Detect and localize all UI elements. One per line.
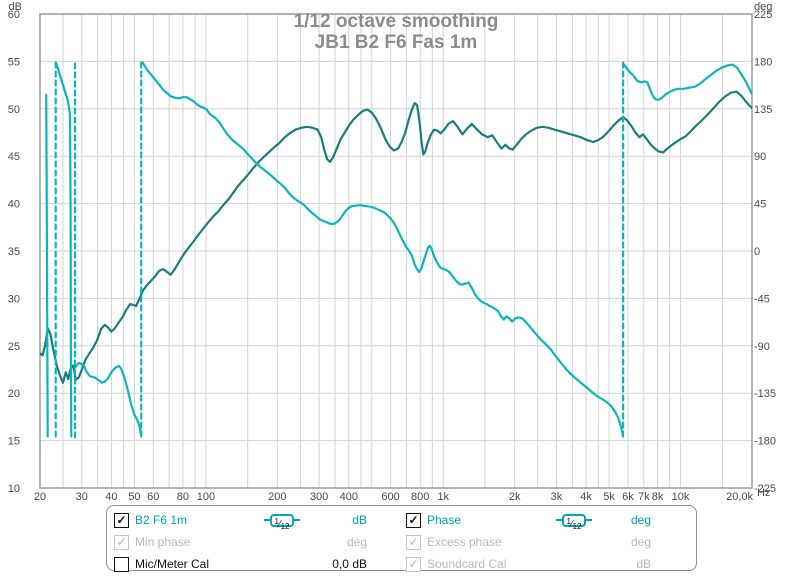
freq-axis-tick-label: 600 [381, 491, 399, 503]
freq-axis-tick-label: 2k [509, 491, 521, 503]
trace-unit-value: deg [630, 535, 651, 549]
right-axis-tick-label: 45 [754, 199, 766, 211]
spl-curve [40, 90, 752, 384]
freq-axis-tick-label: 10k [672, 491, 690, 503]
freq-axis-tick-label: 50 [128, 491, 140, 503]
trace-unit-value: deg [346, 535, 367, 549]
legend-row-min-phase: ✓ Min phase deg [114, 533, 367, 553]
freq-axis-tick-label: 800 [411, 491, 429, 503]
phase-checkbox[interactable]: ✓ [406, 513, 421, 528]
right-axis-unit: deg [754, 1, 772, 13]
curve-layer [40, 61, 752, 440]
trace-label: Excess phase [427, 535, 502, 549]
right-axis-tick-label: 225 [754, 9, 772, 21]
trace-unit-value: dB [352, 513, 367, 527]
left-axis-tick-label: 25 [8, 341, 20, 353]
legend-row-b2-f6-1m: ✓ B2 F6 1m 1⁄12 dB [114, 511, 367, 531]
plot-border [39, 13, 753, 489]
freq-axis-tick-label: 400 [340, 491, 358, 503]
legend-row-excess-phase: ✓ Excess phase deg [406, 533, 651, 553]
freq-axis-tick-label: 3k [551, 491, 563, 503]
mic-meter-cal-checkbox[interactable] [114, 557, 129, 572]
badge-dash [264, 519, 271, 521]
bottom-axis-unit: Hz [757, 487, 770, 499]
left-axis-tick-label: 50 [8, 104, 20, 116]
trace-label: Mic/Meter Cal [135, 557, 210, 571]
axis-layer: 60 55 50 45 40 35 30 25 20 15 10 225 180 135 90 45 0 -45 -… [8, 9, 776, 503]
freq-axis-tick-label: 20,0k [726, 491, 753, 503]
trace-controls-panel: ✓ B2 F6 1m 1⁄12 dB ✓ Phase 1⁄12 deg ✓ Min phase de… [106, 505, 697, 572]
left-axis-tick-label: 15 [8, 436, 20, 448]
left-axis-tick-label: 45 [8, 151, 20, 163]
soundcard-cal-checkbox[interactable]: ✓ [406, 557, 421, 572]
freq-axis-tick-label: 200 [268, 491, 286, 503]
freq-axis-tick-label: 300 [310, 491, 328, 503]
freq-axis-tick-label: 60 [147, 491, 159, 503]
trace-unit-value: dB [636, 557, 651, 571]
badge-dash [293, 519, 300, 521]
freq-axis-tick-label: 5k [603, 491, 615, 503]
trace-unit-value: deg [630, 513, 651, 527]
min-phase-checkbox[interactable]: ✓ [114, 535, 129, 550]
phase-curve [45, 94, 49, 438]
left-axis-tick-label: 10 [8, 483, 20, 495]
trace-label: Min phase [135, 535, 191, 549]
trace-unit-value: 0,0 dB [332, 557, 367, 571]
smoothing-fraction: 1⁄12 [562, 513, 586, 531]
b2-f6-1m-checkbox[interactable]: ✓ [114, 513, 129, 528]
phase-curve [74, 361, 143, 437]
right-axis-tick-label: -45 [754, 293, 770, 305]
freq-axis-tick-label: 7k [638, 491, 650, 503]
left-axis-tick-label: 40 [8, 199, 20, 211]
freq-axis-tick-label: 4k [580, 491, 592, 503]
freq-axis-tick-label: 20 [34, 491, 46, 503]
trace-label: Soundcard Cal [427, 557, 507, 571]
smoothing-fraction: 1⁄12 [270, 513, 294, 531]
freq-axis-tick-label: 40 [105, 491, 117, 503]
badge-dash [556, 519, 563, 521]
right-axis-tick-label: 135 [754, 104, 772, 116]
freq-axis-tick-label: 1k [437, 491, 449, 503]
legend-row-mic-meter-cal: Mic/Meter Cal 0,0 dB [114, 555, 367, 575]
freq-axis-tick-label: 30 [76, 491, 88, 503]
right-axis-tick-label: 90 [754, 151, 766, 163]
left-axis-tick-label: 60 [8, 9, 20, 21]
right-axis-tick-label: -90 [754, 341, 770, 353]
legend-row-soundcard-cal: ✓ Soundcard Cal dB [406, 555, 651, 575]
right-axis-tick-label: -225 [754, 483, 776, 495]
left-axis-unit: dB [9, 1, 22, 13]
left-axis-tick-label: 55 [8, 56, 20, 68]
left-axis-tick-label: 20 [8, 388, 20, 400]
frequency-response-chart: 60 55 50 45 40 35 30 25 20 15 10 225 180 135 90 45 0 -45 -… [8, 1, 776, 503]
freq-axis-tick-label: 8k [652, 491, 664, 503]
left-axis-tick-label: 30 [8, 293, 20, 305]
grid-layer [39, 13, 753, 489]
left-axis-tick-label: 35 [8, 246, 20, 258]
phase-curve [141, 61, 625, 438]
smoothing-badge[interactable]: 1⁄12 [546, 512, 602, 531]
smoothing-badge[interactable]: 1⁄12 [254, 512, 310, 531]
right-axis-tick-label: -180 [754, 436, 776, 448]
excess-phase-checkbox[interactable]: ✓ [406, 535, 421, 550]
right-axis-tick-label: -135 [754, 388, 776, 400]
freq-axis-tick-label: 80 [177, 491, 189, 503]
chart-title-smoothing: 1/12 octave smoothing [294, 11, 499, 32]
badge-dash [585, 519, 592, 521]
trace-label: B2 F6 1m [135, 513, 188, 527]
phase-curve [622, 62, 752, 101]
freq-axis-tick-label: 6k [622, 491, 634, 503]
right-axis-tick-label: 0 [754, 246, 760, 258]
freq-axis-tick-label: 100 [197, 491, 215, 503]
right-axis-tick-label: 180 [754, 56, 772, 68]
chart-title-measurement: JB1 B2 F6 Fas 1m [315, 32, 478, 53]
phase-curve [54, 61, 73, 438]
legend-row-phase: ✓ Phase 1⁄12 deg [406, 511, 651, 531]
trace-label: Phase [427, 513, 462, 527]
